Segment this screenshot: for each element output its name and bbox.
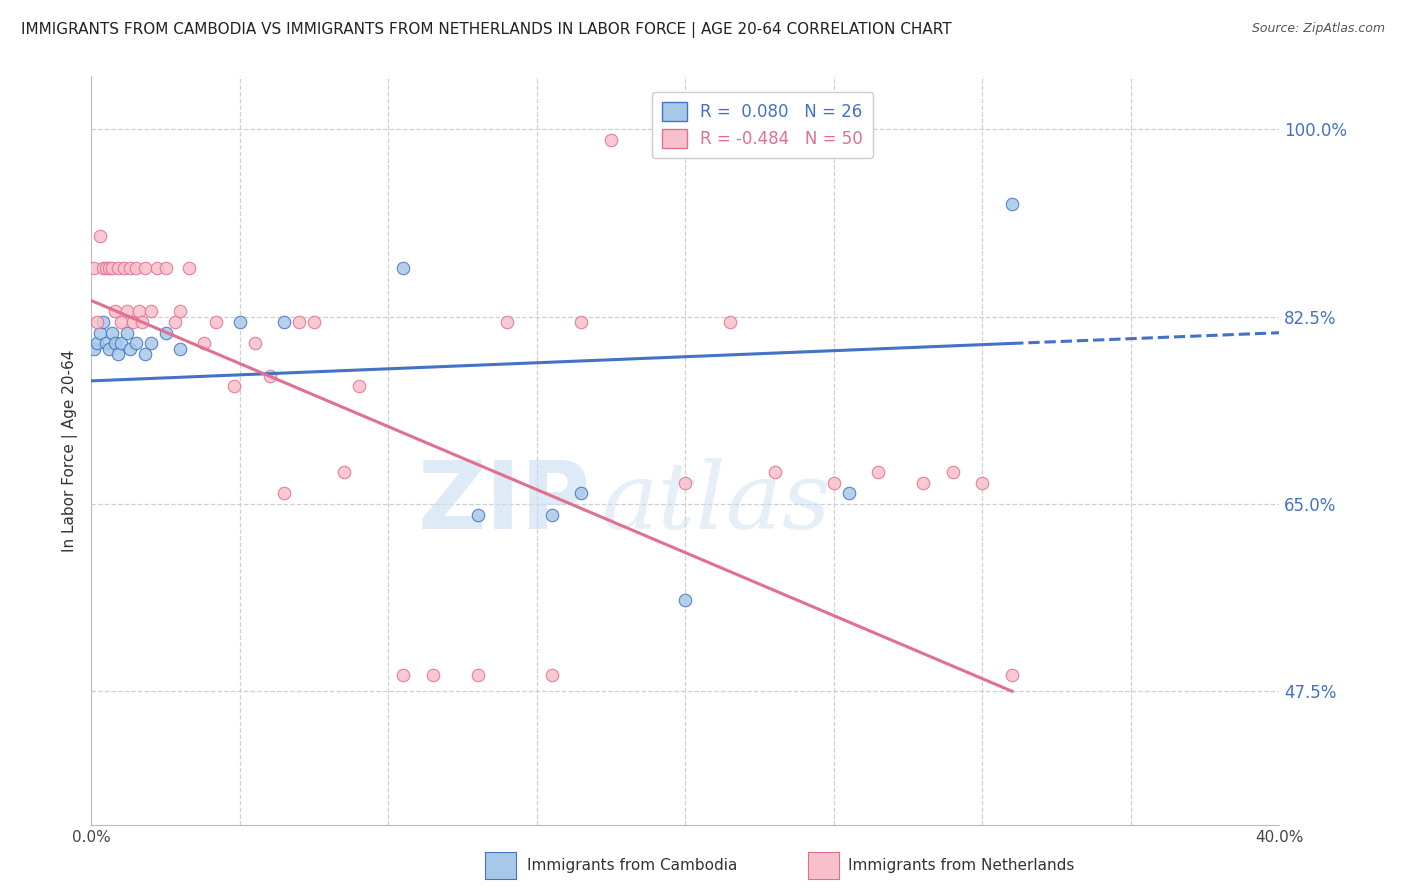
Point	[128, 304, 150, 318]
Point	[155, 326, 177, 340]
Point	[273, 315, 295, 329]
Point	[86, 315, 108, 329]
Text: atlas: atlas	[602, 458, 832, 548]
Point	[673, 475, 696, 490]
Point	[134, 347, 156, 361]
Point	[1001, 668, 1024, 682]
Point	[139, 336, 162, 351]
Point	[110, 336, 132, 351]
Point	[98, 342, 121, 356]
Point	[302, 315, 325, 329]
Point	[942, 465, 965, 479]
Point	[540, 508, 562, 522]
Point	[91, 315, 114, 329]
Point	[107, 261, 129, 276]
Point	[139, 304, 162, 318]
Point	[107, 347, 129, 361]
Point	[101, 326, 124, 340]
Point	[134, 261, 156, 276]
Point	[155, 261, 177, 276]
Text: Immigrants from Netherlands: Immigrants from Netherlands	[848, 858, 1074, 872]
Text: Immigrants from Cambodia: Immigrants from Cambodia	[527, 858, 738, 872]
Point	[131, 315, 153, 329]
Point	[333, 465, 356, 479]
Point	[118, 342, 141, 356]
Point	[540, 668, 562, 682]
Point	[496, 315, 519, 329]
Point	[673, 593, 696, 607]
Legend: R =  0.080   N = 26, R = -0.484   N = 50: R = 0.080 N = 26, R = -0.484 N = 50	[652, 92, 873, 159]
Text: IMMIGRANTS FROM CAMBODIA VS IMMIGRANTS FROM NETHERLANDS IN LABOR FORCE | AGE 20-: IMMIGRANTS FROM CAMBODIA VS IMMIGRANTS F…	[21, 22, 952, 38]
Point	[222, 379, 245, 393]
Point	[911, 475, 934, 490]
Point	[347, 379, 370, 393]
Point	[115, 326, 138, 340]
Point	[600, 133, 623, 147]
Point	[125, 336, 148, 351]
Point	[392, 261, 415, 276]
Point	[96, 336, 118, 351]
Point	[571, 315, 593, 329]
Point	[89, 326, 111, 340]
Point	[96, 261, 118, 276]
Point	[115, 304, 138, 318]
Point	[193, 336, 215, 351]
Point	[972, 475, 994, 490]
Point	[205, 315, 228, 329]
Point	[169, 304, 191, 318]
Point	[1001, 197, 1024, 211]
Point	[125, 261, 148, 276]
Point	[422, 668, 444, 682]
Point	[98, 261, 121, 276]
Point	[86, 336, 108, 351]
Text: ZIP: ZIP	[418, 457, 591, 549]
Point	[110, 315, 132, 329]
Point	[104, 336, 127, 351]
Point	[83, 342, 105, 356]
Point	[229, 315, 252, 329]
Text: Source: ZipAtlas.com: Source: ZipAtlas.com	[1251, 22, 1385, 36]
Point	[122, 315, 145, 329]
Point	[467, 508, 489, 522]
Point	[101, 261, 124, 276]
Point	[169, 342, 191, 356]
Point	[392, 668, 415, 682]
Y-axis label: In Labor Force | Age 20-64: In Labor Force | Age 20-64	[62, 350, 77, 551]
Point	[571, 486, 593, 500]
Point	[104, 304, 127, 318]
Point	[259, 368, 281, 383]
Point	[118, 261, 141, 276]
Point	[179, 261, 201, 276]
Point	[763, 465, 786, 479]
Point	[163, 315, 186, 329]
Point	[145, 261, 167, 276]
Point	[838, 486, 860, 500]
Point	[89, 229, 111, 244]
Point	[718, 315, 741, 329]
Point	[83, 261, 105, 276]
Point	[273, 486, 295, 500]
Point	[467, 668, 489, 682]
Point	[91, 261, 114, 276]
Point	[288, 315, 311, 329]
Point	[868, 465, 890, 479]
Point	[823, 475, 845, 490]
Point	[243, 336, 266, 351]
Point	[112, 261, 135, 276]
